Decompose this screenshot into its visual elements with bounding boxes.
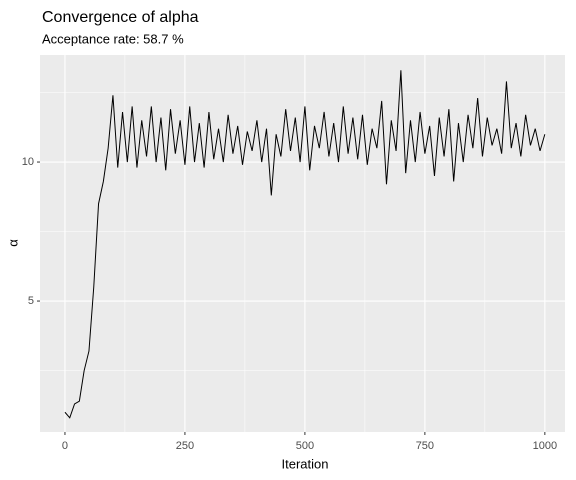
- panel: [40, 55, 565, 432]
- chart-title: Convergence of alpha: [42, 9, 199, 26]
- x-tick-label: 500: [296, 440, 314, 452]
- y-tick-label: 5: [28, 295, 34, 307]
- y-tick-label: 10: [22, 156, 34, 168]
- x-tick-label: 750: [416, 440, 434, 452]
- x-tick-label: 250: [176, 440, 194, 452]
- x-tick-label: 1000: [533, 440, 557, 452]
- chart-subtitle: Acceptance rate: 58.7 %: [42, 31, 184, 46]
- y-axis-label: α: [5, 239, 20, 247]
- line: [64, 70, 546, 419]
- x-tick-label: 0: [62, 440, 68, 452]
- x-axis-label: Iteration: [282, 456, 329, 471]
